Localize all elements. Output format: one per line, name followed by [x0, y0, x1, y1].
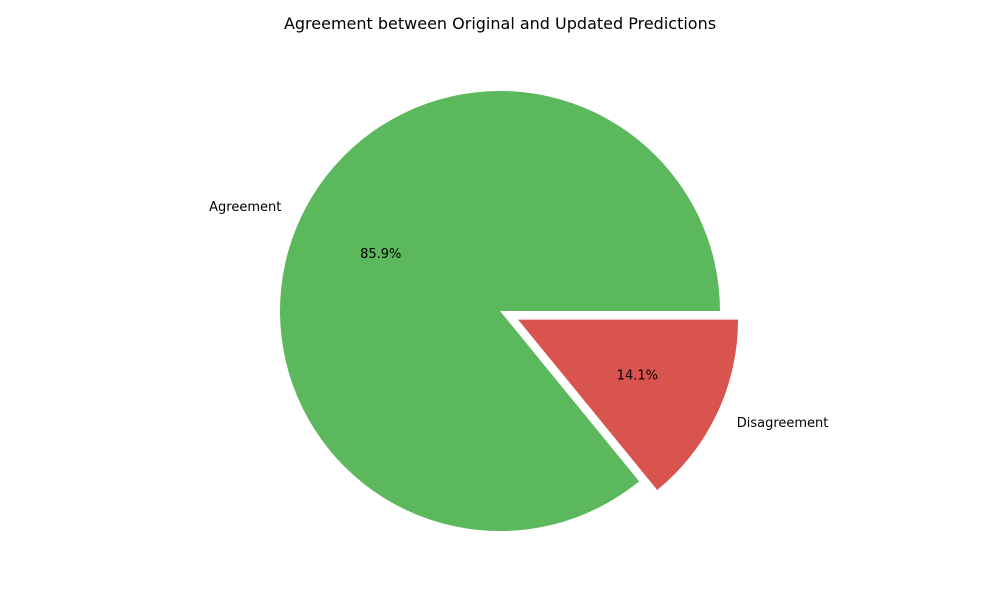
pie-labels: Agreement 85.9% Disagreement 14.1%: [209, 200, 828, 431]
slice-label-agreement: Agreement: [209, 200, 281, 215]
pie-slice-agreement: [279, 90, 720, 531]
pie-slices: [279, 90, 739, 531]
slice-label-disagreement: Disagreement: [737, 416, 829, 431]
pct-label-agreement: 85.9%: [360, 247, 401, 262]
pct-label-disagreement: 14.1%: [617, 369, 658, 384]
chart-title: Agreement between Original and Updated P…: [284, 14, 716, 33]
pie-slice-disagreement: [518, 319, 739, 490]
